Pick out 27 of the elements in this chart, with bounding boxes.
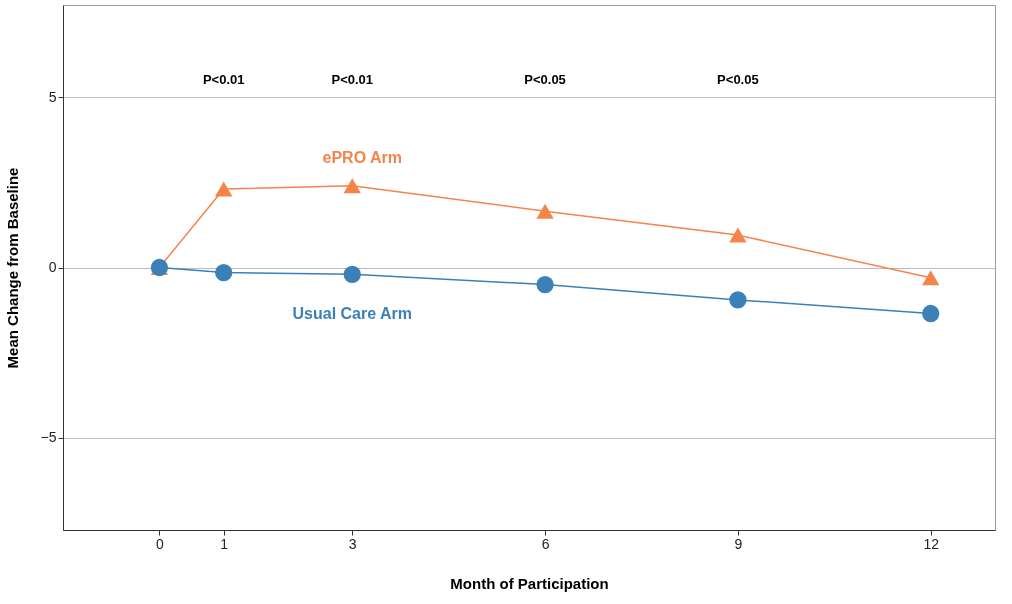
series-label: Usual Care Arm (292, 305, 412, 323)
x-tick-label: 6 (541, 535, 550, 552)
x-tick-label: 1 (220, 535, 229, 552)
x-tick-label: 3 (348, 535, 357, 552)
annotation: P<0.05 (524, 72, 566, 87)
annotation: P<0.01 (331, 72, 374, 87)
point (922, 270, 940, 286)
x-tick-label: 12 (923, 535, 940, 552)
point (729, 291, 747, 309)
point (536, 203, 554, 219)
point (922, 304, 940, 323)
x-tick-label: 9 (734, 535, 743, 552)
y-tick-label: 0 (48, 259, 57, 275)
y-tick-label: −5 (40, 429, 57, 446)
point (343, 265, 361, 283)
series-label: ePRO Arm (322, 148, 402, 166)
x-axis-title: Month of Participation (450, 574, 609, 592)
annotation: P<0.05 (717, 72, 759, 87)
y-tick-label: 5 (48, 88, 57, 105)
point (343, 178, 361, 194)
point (729, 227, 747, 243)
point (215, 263, 233, 282)
x-tick-label: 0 (156, 535, 165, 552)
annotation: P<0.01 (202, 72, 245, 87)
point (536, 275, 554, 294)
y-axis-title: Mean Change from Baseline (3, 167, 21, 369)
point (215, 181, 233, 197)
